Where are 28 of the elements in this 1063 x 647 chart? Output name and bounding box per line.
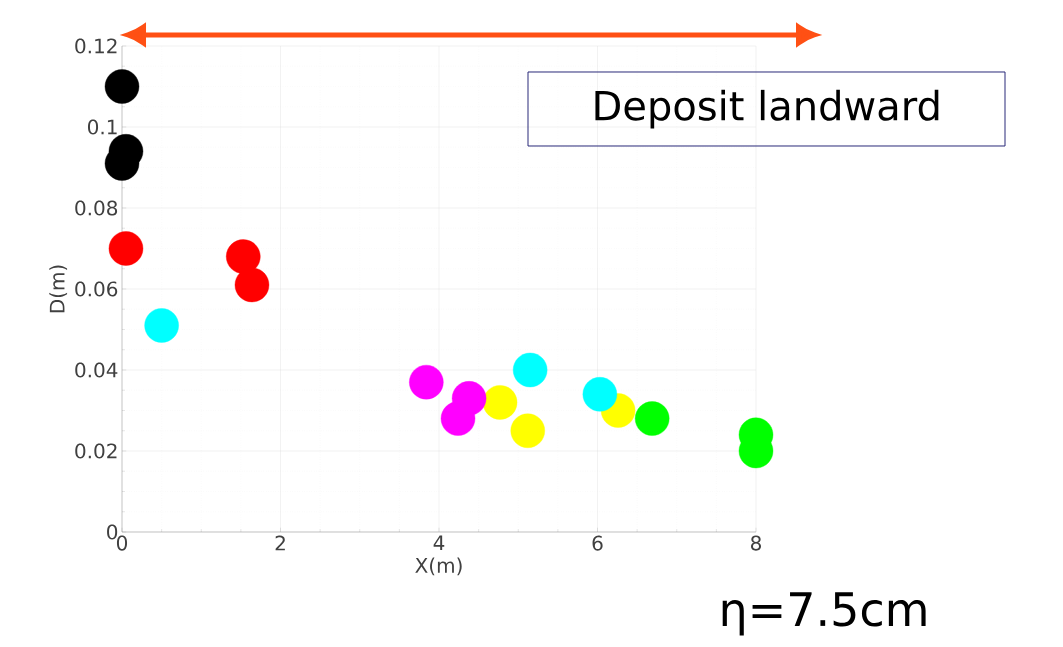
point [482, 385, 518, 420]
y-tick-label: 0.06 [75, 281, 118, 297]
y-tick-label: 0.04 [75, 362, 118, 378]
y-tick-label: 0.1 [87, 119, 117, 135]
x-tick-label: 4 [433, 535, 445, 551]
x-tick-label: 8 [751, 535, 761, 551]
x-tick-label: 6 [592, 535, 603, 551]
y-tick-label: 0 [107, 524, 118, 540]
x-axis-title: X(m) [415, 557, 462, 576]
text: η=7.5cm [722, 592, 926, 636]
y-tick-label: 0.08 [75, 200, 118, 216]
point [510, 413, 545, 448]
point [512, 352, 548, 388]
y-axis-title: D(m) [49, 265, 68, 313]
point [409, 364, 444, 400]
point [108, 231, 144, 266]
point [144, 308, 179, 343]
x-tick-label: 0 [116, 535, 128, 551]
point [234, 267, 270, 303]
x-tick-label: 2 [275, 535, 285, 551]
point [582, 377, 618, 412]
point [226, 239, 261, 274]
point [634, 401, 670, 436]
point [104, 69, 140, 104]
y-tick-label: 0.12 [75, 38, 117, 54]
y-tick-label: 0.02 [75, 443, 117, 459]
point [451, 381, 487, 416]
annotation: Deposit landward [595, 89, 939, 129]
